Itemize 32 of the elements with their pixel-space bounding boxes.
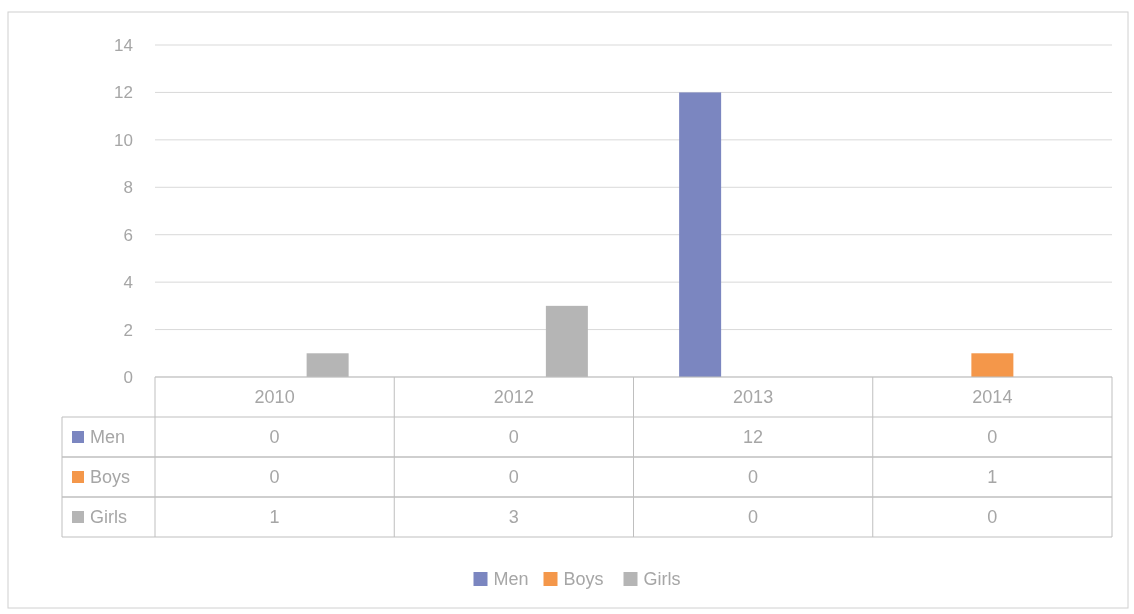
- data-label: 0: [987, 427, 998, 448]
- bar: [971, 353, 1014, 377]
- data-label: 12: [743, 427, 764, 448]
- x-tick-label: 2013: [733, 387, 774, 408]
- data-label: 3: [508, 507, 519, 528]
- x-tick-label: 2012: [493, 387, 534, 408]
- text: Men: [90, 427, 126, 448]
- y-tick-label: 0: [123, 367, 133, 387]
- x-tick-label: 2010: [254, 387, 295, 408]
- y-tick-label: 4: [123, 273, 133, 293]
- legend-label: Men: [493, 569, 529, 590]
- x-tick-label: 2014: [972, 387, 1013, 408]
- data-label: 0: [269, 467, 280, 488]
- data-label: 1: [987, 467, 998, 488]
- legend-label: Girls: [643, 569, 681, 590]
- data-label: 0: [748, 507, 759, 528]
- y-tick-label: 2: [123, 320, 133, 340]
- data-label: 1: [269, 507, 280, 528]
- y-tick-label: 14: [114, 35, 133, 55]
- text: Girls: [90, 507, 127, 528]
- y-tick-label: 10: [114, 130, 133, 150]
- y-tick-label: 12: [114, 83, 133, 103]
- data-label: 0: [269, 427, 280, 448]
- bar: [679, 92, 722, 377]
- data-label: 0: [748, 467, 759, 488]
- data-label: 0: [508, 427, 519, 448]
- y-tick-label: 6: [123, 225, 133, 245]
- legend-label: Boys: [563, 569, 604, 590]
- data-label: 0: [987, 507, 998, 528]
- text: Boys: [90, 467, 131, 488]
- y-tick-label: 8: [123, 178, 133, 198]
- data-label: 0: [508, 467, 519, 488]
